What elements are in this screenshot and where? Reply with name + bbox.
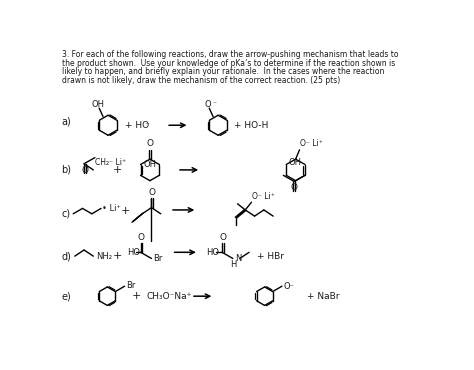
- Text: O⁻ Li⁺: O⁻ Li⁺: [252, 192, 275, 201]
- Text: a): a): [62, 117, 71, 127]
- Text: O: O: [146, 139, 154, 148]
- Text: OH: OH: [289, 158, 301, 168]
- Text: Br: Br: [153, 254, 163, 263]
- Text: CH₃O⁻Na⁺: CH₃O⁻Na⁺: [146, 292, 191, 301]
- Text: +: +: [113, 165, 122, 175]
- Text: d): d): [62, 251, 72, 261]
- Text: O⁻ Li⁺: O⁻ Li⁺: [300, 139, 323, 148]
- Text: c): c): [62, 209, 71, 219]
- Text: 3. For each of the following reactions, draw the arrow-pushing mechanism that le: 3. For each of the following reactions, …: [62, 50, 398, 59]
- Text: HO: HO: [127, 248, 140, 257]
- Text: ⁻: ⁻: [145, 120, 149, 129]
- Text: H: H: [230, 260, 237, 269]
- Text: Br: Br: [126, 281, 136, 290]
- Text: +: +: [113, 251, 122, 261]
- Text: drawn is not likely, draw the mechanism of the correct reaction. (25 pts): drawn is not likely, draw the mechanism …: [62, 76, 340, 85]
- Text: O: O: [291, 183, 298, 192]
- Text: OH: OH: [144, 160, 156, 169]
- Text: • Li⁺: • Li⁺: [102, 204, 121, 213]
- Text: e): e): [62, 291, 71, 301]
- Text: NH₂: NH₂: [96, 252, 112, 260]
- Text: b): b): [62, 165, 72, 175]
- Text: O: O: [82, 166, 88, 175]
- Text: O⁻: O⁻: [283, 282, 294, 291]
- Text: O: O: [219, 232, 226, 242]
- Text: CH₂⁻ Li⁺: CH₂⁻ Li⁺: [95, 158, 126, 167]
- Text: O: O: [149, 188, 156, 197]
- Text: + HO: + HO: [125, 121, 149, 130]
- Text: HO: HO: [207, 248, 219, 257]
- Text: O: O: [138, 232, 145, 242]
- Text: +: +: [121, 206, 131, 216]
- Text: likely to happen, and briefly explain your rationale.  In the cases where the re: likely to happen, and briefly explain yo…: [62, 67, 384, 77]
- Text: the product shown.  Use your knowledge of pKa’s to determine if the reaction sho: the product shown. Use your knowledge of…: [62, 58, 395, 68]
- Text: + HO-H: + HO-H: [234, 121, 268, 130]
- Text: N: N: [235, 254, 242, 263]
- Text: ⁻: ⁻: [212, 99, 216, 108]
- Text: + HBr: + HBr: [257, 252, 284, 260]
- Text: O: O: [204, 100, 211, 109]
- Text: +: +: [132, 291, 141, 301]
- Text: OH: OH: [91, 100, 104, 109]
- Text: + NaBr: + NaBr: [307, 292, 340, 301]
